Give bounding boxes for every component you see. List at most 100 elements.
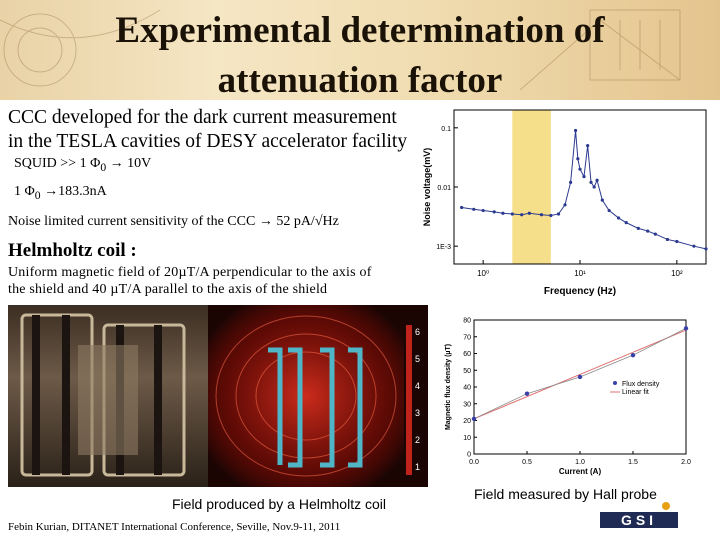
footer-text: Febin Kurian, DITANET International Conf… xyxy=(8,521,341,533)
noise-point xyxy=(675,239,679,244)
noise-point xyxy=(589,180,593,184)
flux-suffix: 183.3nA xyxy=(58,184,107,199)
flux-density-point xyxy=(471,416,477,422)
noise-y-tick-label: 0.1 xyxy=(441,126,451,133)
caption-helmholtz: Field produced by a Helmholtz coil xyxy=(172,496,386,512)
colorbar-tick-label: 6 xyxy=(415,327,420,337)
squid-line: SQUID >> 1 Φ0 → 10V xyxy=(14,156,151,174)
noise-point xyxy=(704,247,708,251)
noise-point xyxy=(510,212,514,216)
hall-y-tick-label: 50 xyxy=(463,368,471,375)
hall-probe-chart: 0.0 0.5 1.0 1.5 2.0 0 10 20 30 40 50 60 70 80 Flux de… xyxy=(445,318,691,477)
ccc-line-2: in the TESLA cavities of DESY accelerato… xyxy=(8,131,408,152)
hall-y-tick-label: 40 xyxy=(463,385,471,392)
noise-point xyxy=(586,144,590,148)
noise-point xyxy=(501,211,505,215)
hall-y-tick-label: 60 xyxy=(463,351,471,358)
hall-x-tick-label: 2.0 xyxy=(681,459,691,466)
noise-point xyxy=(636,226,640,230)
legend-marker-flux xyxy=(613,381,617,385)
noise-x-tick-label: 10¹ xyxy=(574,269,586,278)
flux-sub: 0 xyxy=(34,188,41,202)
noise-y-tick-label: 1E-3 xyxy=(436,244,451,251)
svg-text:GSI: GSI xyxy=(621,512,657,528)
slide-title: Experimental determination of attenuatio… xyxy=(0,6,720,100)
noise-point xyxy=(600,198,604,202)
helmholtz-field-map: 6 5 4 3 2 1 xyxy=(208,305,428,487)
hall-x-tick-label: 1.0 xyxy=(575,459,585,466)
flux-density-point xyxy=(683,326,689,331)
arrow-icon: → xyxy=(44,184,59,199)
banner-decoration xyxy=(0,9,681,91)
noise-plot-frame xyxy=(453,109,707,265)
flux-density-point xyxy=(524,391,530,396)
noise-point xyxy=(578,167,582,171)
colorbar-tick-label: 1 xyxy=(415,462,420,472)
caption-hall-probe: Field measured by Hall probe xyxy=(474,486,657,502)
ccc-line-1: CCC developed for the dark current measu… xyxy=(8,107,397,128)
noise-value: 52 pA/√Hz xyxy=(276,214,339,229)
title-line-1: Experimental determination of xyxy=(115,10,605,51)
hall-y-tick-label: 0 xyxy=(467,452,471,459)
squid-suffix: 10V xyxy=(127,156,152,171)
legend-flux: Flux density xyxy=(622,381,660,388)
noise-point xyxy=(582,174,586,179)
hall-legend: Flux density Linear fit xyxy=(610,381,660,396)
squid-sub: 0 xyxy=(100,160,107,174)
noise-point xyxy=(563,203,567,207)
noise-point xyxy=(576,157,580,161)
noise-point xyxy=(520,213,524,217)
hall-x-label: Current (A) xyxy=(559,467,602,476)
helmholtz-coil-photo xyxy=(8,305,208,487)
noise-point xyxy=(665,237,670,242)
colorbar-tick-label: 5 xyxy=(415,354,420,364)
noise-series-line xyxy=(461,130,707,250)
linear-fit-line xyxy=(473,329,687,420)
noise-point xyxy=(573,128,578,133)
title-banner: Experimental determination of attenuatio… xyxy=(0,0,720,100)
arrow-icon: → xyxy=(109,156,124,171)
hall-y-label: Magnetic flux density (µT) xyxy=(445,344,452,430)
flux-density-point xyxy=(630,352,636,358)
helmholtz-heading: Helmholtz coil : xyxy=(8,240,137,261)
noise-line: Noise limited current sensitivity of the… xyxy=(8,214,339,230)
ccc-description: CCC developed for the dark current measu… xyxy=(8,106,407,154)
colorbar-tick-label: 4 xyxy=(415,381,420,391)
noise-point xyxy=(460,205,464,210)
noise-point xyxy=(607,208,611,213)
hall-x-tick-label: 0.5 xyxy=(522,459,532,466)
hall-y-tick-label: 70 xyxy=(463,334,471,341)
hall-y-tick-label: 30 xyxy=(463,401,471,408)
highlight-band xyxy=(512,110,551,264)
noise-x-tick-label: 10⁰ xyxy=(477,269,489,278)
flux-line: 1 Φ0 →183.3nA xyxy=(14,184,107,202)
hall-x-tick-label: 0.0 xyxy=(469,459,479,466)
gsi-logo-mark: GSI xyxy=(600,502,678,528)
noise-point xyxy=(653,232,657,236)
noise-x-label: Frequency (Hz) xyxy=(544,286,616,297)
noise-prefix: Noise limited current sensitivity of the… xyxy=(8,214,256,229)
field-map-drawing: 6 5 4 3 2 1 xyxy=(208,305,420,487)
hall-x-tick-label: 1.5 xyxy=(628,459,638,466)
uniform-field-text: Uniform magnetic field of 20µT/A perpend… xyxy=(8,265,372,297)
flux-density-point xyxy=(577,374,583,380)
noise-y-label: Noise voltage(mV) xyxy=(422,148,432,227)
gsi-logo: GSI xyxy=(600,502,680,532)
noise-spectrum-chart: 10⁰ 10¹ 10² 0.1 0.01 1E-3 Frequency (Hz) Nois… xyxy=(422,109,708,297)
hall-y-tick-label: 10 xyxy=(463,435,471,442)
squid-prefix: SQUID >> 1 Φ xyxy=(14,156,101,171)
legend-fit: Linear fit xyxy=(622,389,649,396)
noise-point xyxy=(527,211,531,215)
colorbar-tick-label: 3 xyxy=(415,408,420,418)
noise-x-tick-label: 10² xyxy=(671,269,683,278)
title-line-2: attenuation factor xyxy=(217,60,503,100)
noise-point xyxy=(539,213,544,217)
noise-point xyxy=(592,185,596,189)
arrow-icon: → xyxy=(258,214,273,229)
noise-point xyxy=(549,213,553,218)
noise-point xyxy=(624,221,628,225)
noise-point xyxy=(492,210,496,214)
noise-point xyxy=(472,207,476,211)
noise-point xyxy=(481,208,485,213)
hall-y-tick-label: 20 xyxy=(463,418,471,425)
